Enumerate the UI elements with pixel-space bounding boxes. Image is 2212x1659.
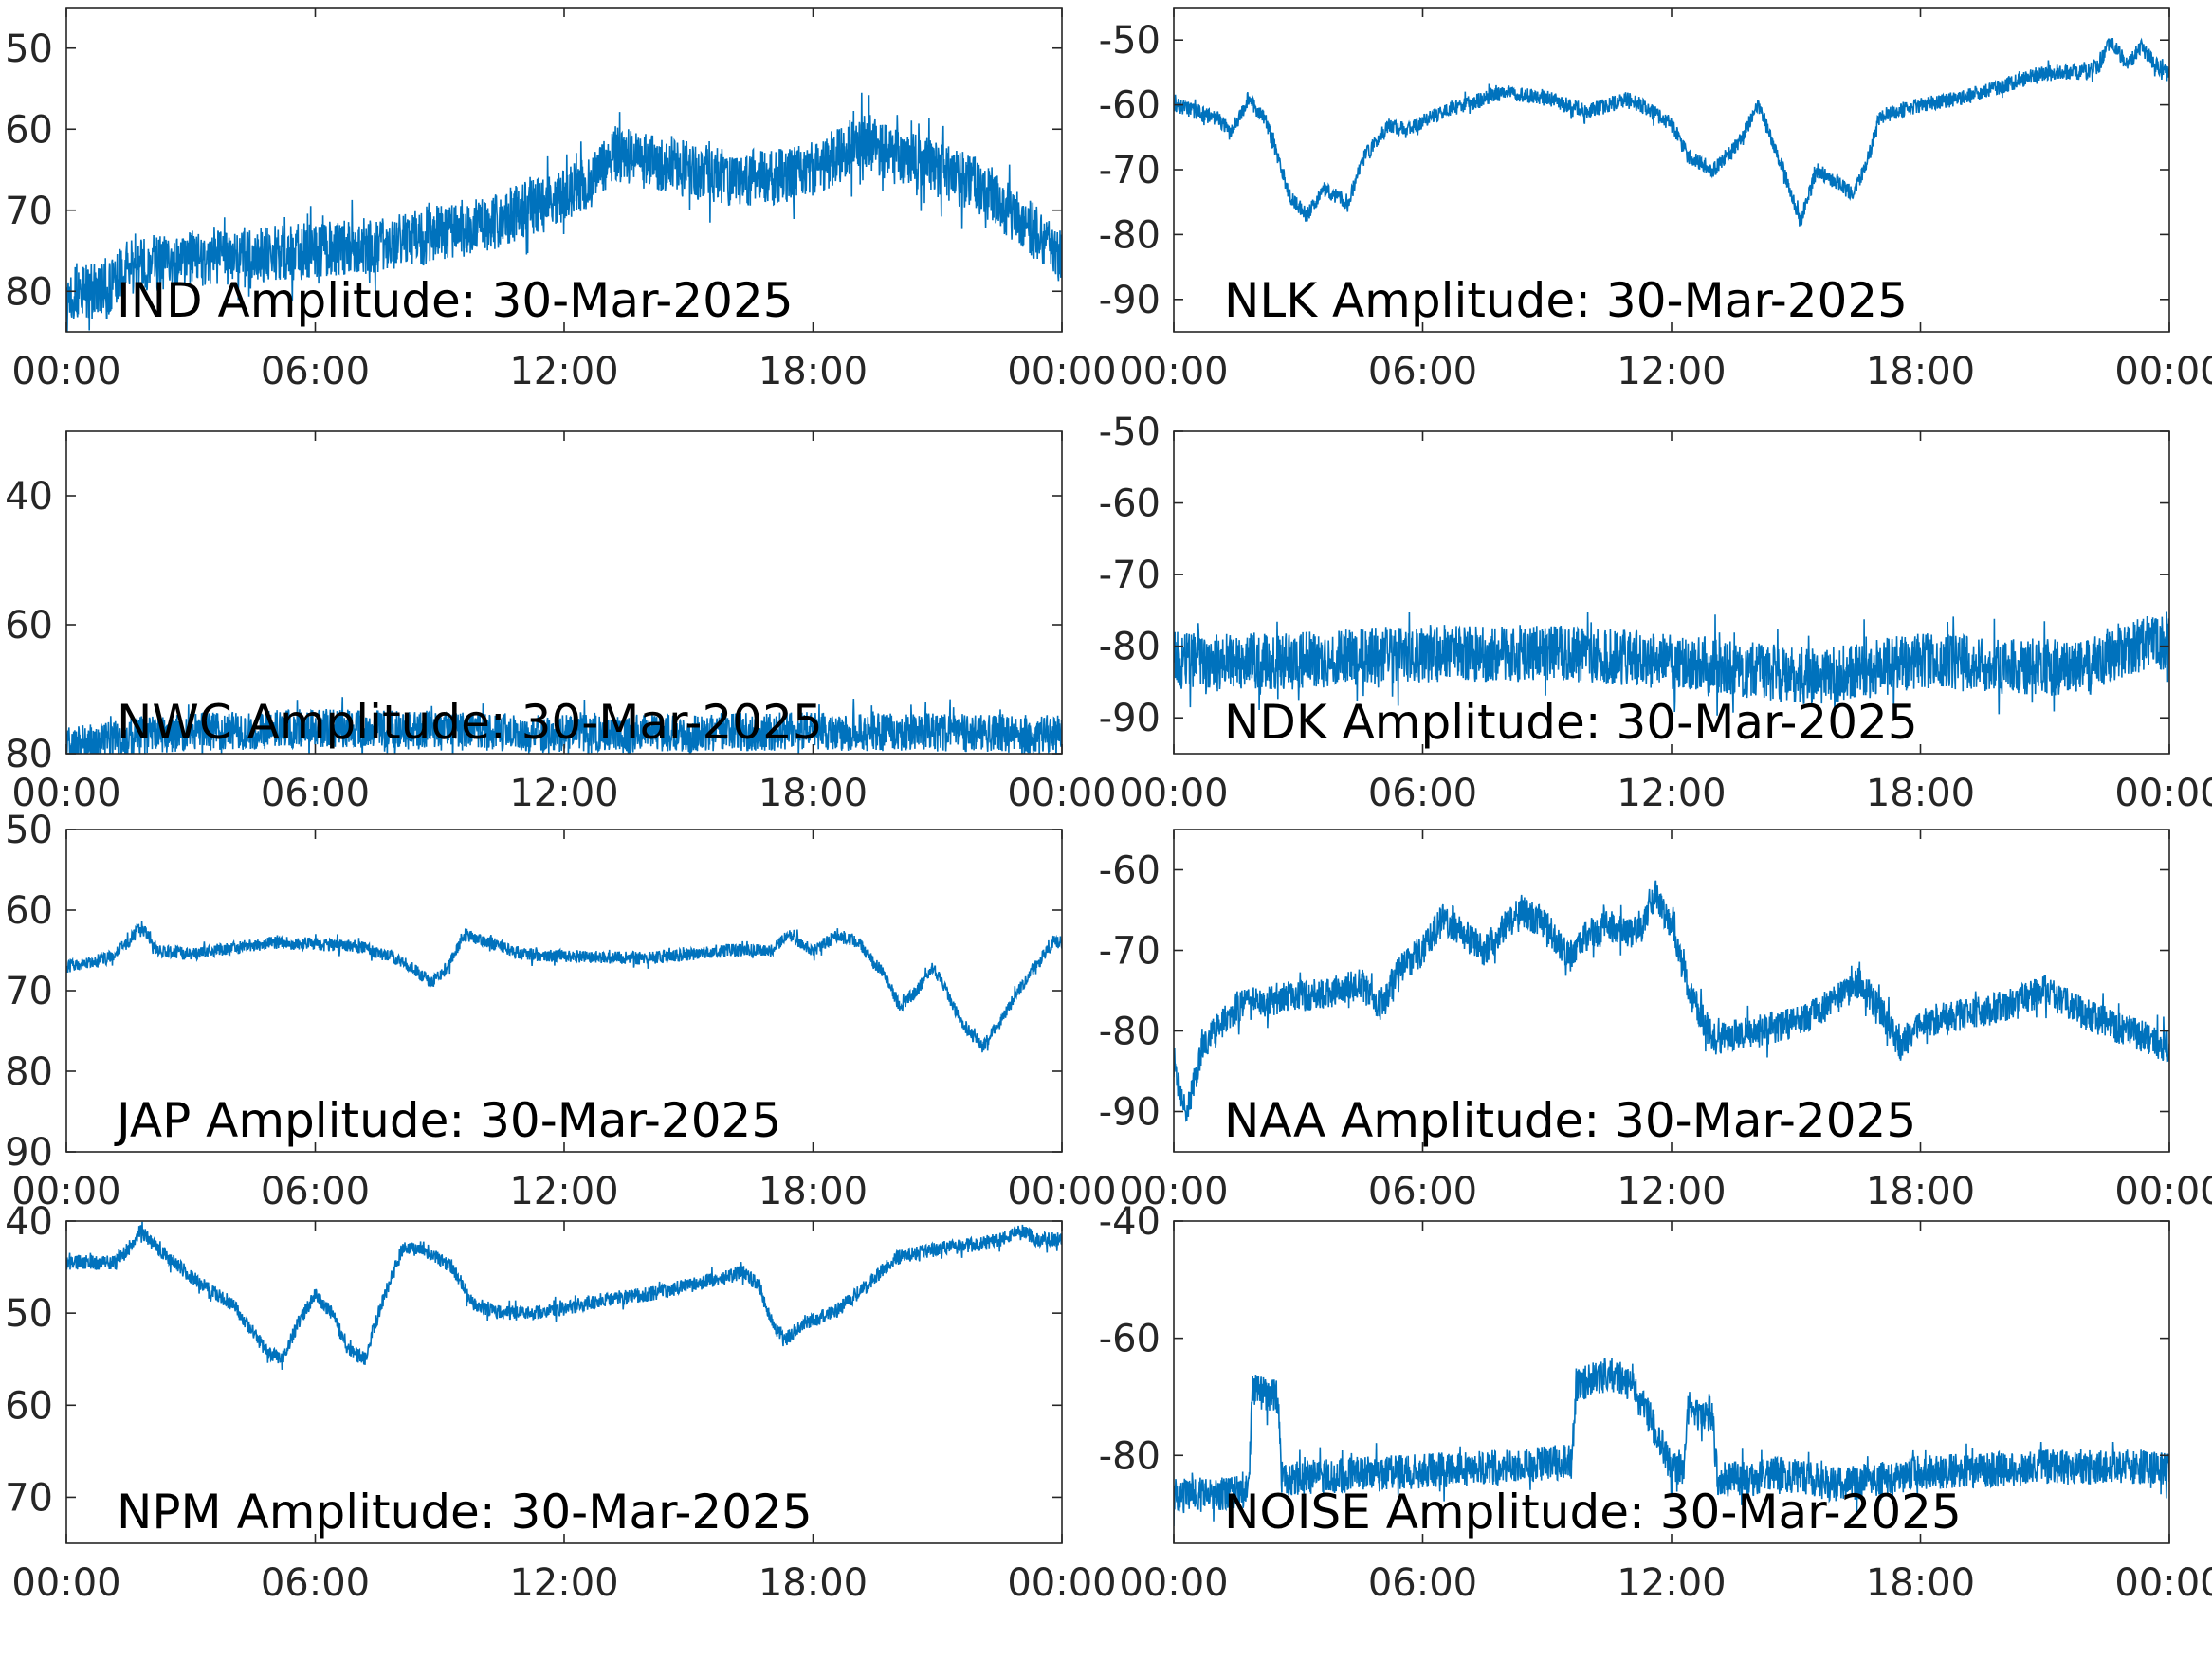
y-tick-label: 70 <box>5 190 53 233</box>
y-tick-label: 80 <box>5 270 53 314</box>
x-tick-label: 06:00 <box>261 350 370 393</box>
x-tick-label: 06:00 <box>1368 1561 1477 1605</box>
panel-title: NDK Amplitude: 30-Mar-2025 <box>1224 695 1918 750</box>
y-tick-label: -60 <box>1099 84 1161 128</box>
x-tick-label: 12:00 <box>509 1561 618 1605</box>
panel-title: IND Amplitude: 30-Mar-2025 <box>117 273 794 328</box>
panel-title: JAP Amplitude: 30-Mar-2025 <box>114 1093 781 1148</box>
x-tick-label: 00:00 <box>1007 1170 1116 1213</box>
series-line-0 <box>1174 880 2169 1122</box>
x-tick-label: 18:00 <box>1866 772 1975 815</box>
x-tick-label: 00:00 <box>11 1561 120 1605</box>
x-tick-label: 18:00 <box>759 772 868 815</box>
x-tick-label: 00:00 <box>2114 1561 2212 1605</box>
x-tick-label: 06:00 <box>1368 350 1477 393</box>
x-tick-label: 00:00 <box>11 350 120 393</box>
x-tick-label: 00:00 <box>1119 350 1228 393</box>
x-tick-label: 12:00 <box>509 772 618 815</box>
panel-title: NWC Amplitude: 30-Mar-2025 <box>117 695 823 750</box>
y-tick-label: 50 <box>5 1292 53 1336</box>
y-tick-label: -60 <box>1099 849 1161 893</box>
x-tick-label: 00:00 <box>2114 350 2212 393</box>
panel-1: 00:00 06:00 12:00 18:00 00:00 -90 -80 -70 -60 -50… <box>1099 7 2212 393</box>
y-tick-label: 60 <box>5 1384 53 1428</box>
y-tick-label: -40 <box>1099 1200 1161 1244</box>
series-line-0 <box>66 92 1062 332</box>
y-tick-label: 70 <box>5 1476 53 1520</box>
y-tick-label: 80 <box>5 733 53 776</box>
x-tick-label: 12:00 <box>509 1170 618 1213</box>
x-tick-label: 06:00 <box>261 1561 370 1605</box>
x-tick-label: 12:00 <box>1617 350 1726 393</box>
y-tick-label: -80 <box>1099 1434 1161 1478</box>
y-tick-label: -60 <box>1099 1318 1161 1361</box>
panel-title: NPM Amplitude: 30-Mar-2025 <box>117 1485 813 1540</box>
y-tick-label: -50 <box>1099 410 1161 454</box>
x-tick-label: 00:00 <box>1007 350 1116 393</box>
x-tick-label: 00:00 <box>2114 1170 2212 1213</box>
y-tick-label: 90 <box>5 1131 53 1175</box>
x-tick-label: 12:00 <box>1617 1170 1726 1213</box>
panel-title: NAA Amplitude: 30-Mar-2025 <box>1224 1093 1916 1148</box>
panel-5: 00:00 06:00 12:00 18:00 00:00 -90 -80 -70 -60 NAA… <box>1099 829 2212 1213</box>
panel-3: 00:00 06:00 12:00 18:00 00:00 -90 -80 -70 -60 -50… <box>1099 410 2212 815</box>
y-tick-label: -80 <box>1099 626 1161 669</box>
x-tick-label: 06:00 <box>1368 772 1477 815</box>
panel-6: 00:00 06:00 12:00 18:00 00:00 70 60 50 40 NPM Amp… <box>5 1200 1117 1605</box>
y-tick-label: -90 <box>1099 1091 1161 1135</box>
series-line-0 <box>66 1221 1062 1370</box>
y-tick-label: 50 <box>5 27 53 71</box>
x-tick-label: 00:00 <box>2114 772 2212 815</box>
y-tick-label: 60 <box>5 108 53 152</box>
x-tick-label: 00:00 <box>1119 1561 1228 1605</box>
x-tick-label: 06:00 <box>261 1170 370 1213</box>
x-tick-label: 12:00 <box>509 350 618 393</box>
x-tick-label: 06:00 <box>1368 1170 1477 1213</box>
y-tick-label: -50 <box>1099 19 1161 63</box>
y-tick-label: 60 <box>5 889 53 933</box>
x-tick-label: 18:00 <box>1866 1170 1975 1213</box>
y-tick-label: -60 <box>1099 483 1161 526</box>
x-tick-label: 18:00 <box>759 1170 868 1213</box>
y-tick-label: 80 <box>5 1050 53 1094</box>
series-line-0 <box>66 921 1062 1053</box>
y-tick-label: 40 <box>5 475 53 519</box>
x-tick-label: 00:00 <box>1007 1561 1116 1605</box>
panel-title: NOISE Amplitude: 30-Mar-2025 <box>1224 1485 1962 1540</box>
x-tick-label: 00:00 <box>11 772 120 815</box>
series-line-0 <box>66 697 1062 754</box>
x-tick-label: 00:00 <box>1119 772 1228 815</box>
y-tick-label: 50 <box>5 809 53 852</box>
x-tick-label: 18:00 <box>1866 1561 1975 1605</box>
x-tick-label: 06:00 <box>261 772 370 815</box>
y-tick-label: 70 <box>5 970 53 1013</box>
y-tick-label: -70 <box>1099 930 1161 974</box>
panel-0: 00:00 06:00 12:00 18:00 00:00 80 70 60 50 IND Amp… <box>5 7 1117 393</box>
panel-7: 00:00 06:00 12:00 18:00 00:00 -80 -60 -40 NOISE … <box>1099 1200 2212 1605</box>
y-tick-label: -90 <box>1099 697 1161 740</box>
x-tick-label: 00:00 <box>1007 772 1116 815</box>
x-tick-label: 00:00 <box>1119 1170 1228 1213</box>
y-tick-label: 40 <box>5 1200 53 1244</box>
y-tick-label: -90 <box>1099 279 1161 322</box>
x-tick-label: 12:00 <box>1617 772 1726 815</box>
y-tick-label: -80 <box>1099 1011 1161 1054</box>
y-tick-label: -80 <box>1099 213 1161 257</box>
x-tick-label: 00:00 <box>11 1170 120 1213</box>
x-tick-label: 18:00 <box>1866 350 1975 393</box>
panel-title: NLK Amplitude: 30-Mar-2025 <box>1224 273 1908 328</box>
x-tick-label: 12:00 <box>1617 1561 1726 1605</box>
x-tick-label: 18:00 <box>759 350 868 393</box>
y-tick-label: 60 <box>5 604 53 647</box>
y-tick-label: -70 <box>1099 554 1161 597</box>
y-tick-label: -70 <box>1099 149 1161 192</box>
series-line-0 <box>1174 37 2169 227</box>
series-line-0 <box>1174 1358 2169 1527</box>
series-line-0 <box>1174 611 2169 716</box>
x-tick-label: 18:00 <box>759 1561 868 1605</box>
